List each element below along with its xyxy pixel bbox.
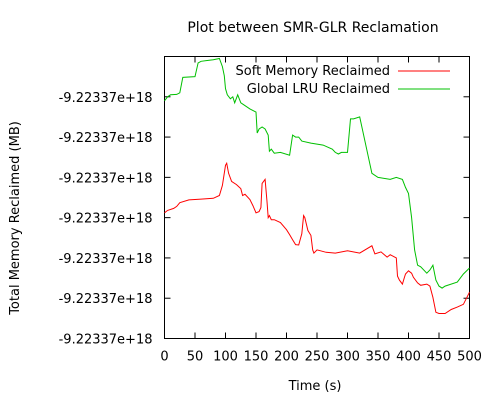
- y-tick-label: -9.22337e+18: [59, 91, 153, 106]
- series-lines: [164, 57, 470, 314]
- chart-title: Plot between SMR-GLR Reclamation: [187, 20, 438, 36]
- x-tick-label: 100: [213, 350, 238, 365]
- axis-ticks: 0 50 100 150 200 250 300 350 400 450 500 -9.22337e+…: [59, 56, 482, 365]
- series-line-soft-memory-reclaimed: [164, 161, 470, 314]
- x-tick-label: 400: [396, 350, 421, 365]
- x-tick-label: 50: [187, 350, 204, 365]
- legend-label-global-lru: Global LRU Reclaimed: [247, 82, 390, 97]
- y-tick-label: -9.22337e+18: [59, 252, 153, 267]
- x-tick-label: 150: [244, 350, 269, 365]
- y-tick-label: -9.22337e+18: [59, 292, 153, 307]
- x-tick-label: 200: [274, 350, 299, 365]
- y-tick-label: -9.22337e+18: [59, 171, 153, 186]
- series-line-global-lru-reclaimed: [164, 57, 470, 289]
- plot-frame: [164, 56, 470, 339]
- y-tick-label: -9.22337e+18: [59, 212, 153, 227]
- x-tick-label: 250: [305, 350, 330, 365]
- x-axis-label: Time (s): [288, 379, 342, 394]
- x-tick-label: 0: [160, 350, 168, 365]
- y-tick-label: -9.22337e+18: [59, 333, 153, 348]
- legend: Soft Memory Reclaimed Global LRU Reclaim…: [236, 64, 450, 97]
- x-tick-label: 350: [366, 350, 391, 365]
- x-tick-label: 500: [457, 350, 482, 365]
- legend-label-soft-memory: Soft Memory Reclaimed: [236, 64, 390, 79]
- y-tick-label: -9.22337e+18: [59, 131, 153, 146]
- y-axis-label: Total Memory Reclaimed (MB): [8, 121, 23, 316]
- x-tick-label: 450: [427, 350, 452, 365]
- x-tick-label: 300: [335, 350, 360, 365]
